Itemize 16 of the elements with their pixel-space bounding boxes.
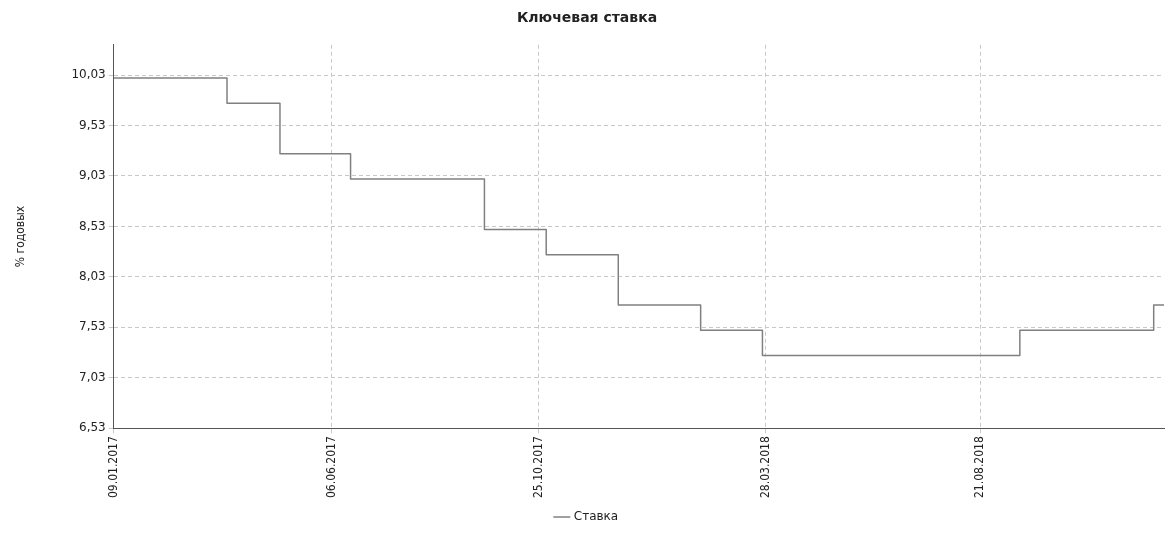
y-tick-label: 8,03	[79, 268, 106, 283]
chart-title: Ключевая ставка	[516, 9, 658, 26]
y-tick-label: 7,03	[79, 369, 106, 384]
y-tick-label: 8,53	[79, 218, 106, 233]
y-tick-label: 6,53	[79, 420, 106, 435]
x-tick-label: 28.03.2018	[757, 436, 772, 498]
y-tick-label: 7,53	[79, 319, 106, 334]
x-tick-label: 21.08.2018	[972, 436, 987, 498]
y-tick-label: 9,03	[79, 168, 106, 183]
y-tick-label: 9,53	[79, 117, 106, 132]
y-axis-title: % годовых	[13, 205, 28, 268]
x-tick-label: 25.10.2017	[530, 436, 545, 498]
legend-label: Ставка	[573, 509, 619, 524]
x-tick-label: 09.01.2017	[105, 436, 120, 498]
y-tick-label: 10,03	[71, 67, 106, 82]
x-tick-label: 06.06.2017	[323, 436, 338, 498]
